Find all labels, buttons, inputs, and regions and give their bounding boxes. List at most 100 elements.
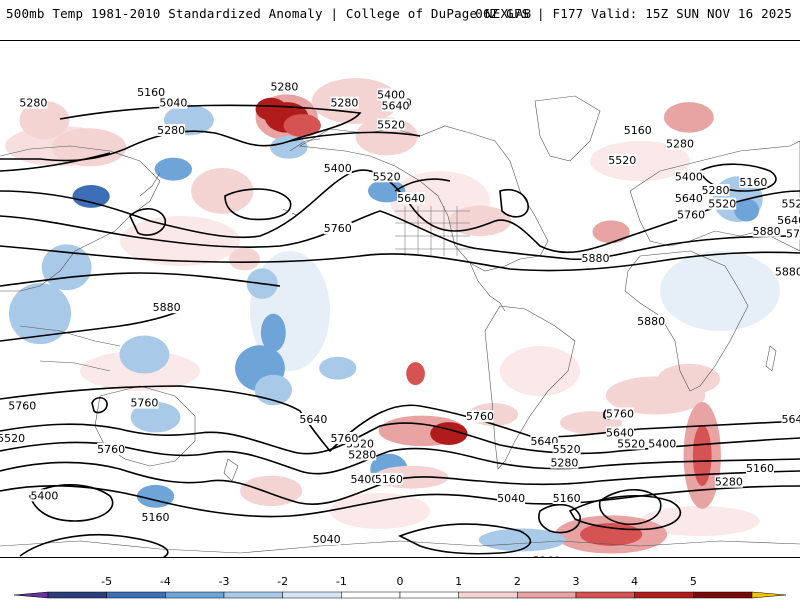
contour-label-bg bbox=[270, 80, 299, 93]
contour-label-bg bbox=[637, 314, 666, 327]
contour-label: 5520 bbox=[708, 198, 736, 211]
contour-label: 5880 bbox=[753, 225, 781, 238]
contour-low-south-pacific bbox=[29, 483, 114, 522]
colorbar-tick-label: -1 bbox=[336, 575, 347, 588]
contour-label: 5640 bbox=[397, 192, 425, 205]
contour-label: 5760 bbox=[130, 397, 158, 410]
contour-label: 5400 bbox=[324, 162, 352, 175]
colorbar-box-3 bbox=[223, 591, 283, 599]
contour-label: 5280 bbox=[270, 80, 298, 93]
contour-label-bg bbox=[781, 412, 800, 425]
contour-label: 5400 bbox=[30, 489, 58, 502]
contour-label-bg bbox=[30, 489, 59, 502]
contour-label: 5880 bbox=[153, 301, 181, 314]
contour-label: 5400 bbox=[675, 170, 703, 183]
contour-5040-south bbox=[398, 523, 532, 555]
contour-label-bg bbox=[372, 170, 401, 183]
anomaly-patch-2 bbox=[255, 97, 287, 121]
contour-5280-arctic bbox=[289, 131, 421, 142]
contour-label-bg bbox=[623, 123, 652, 136]
contour-low-asia bbox=[129, 208, 166, 236]
contour-label-bg bbox=[674, 170, 703, 183]
colorbar-box-0 bbox=[47, 591, 107, 599]
colorbar-box-6 bbox=[399, 591, 459, 599]
contour-low-atlantic bbox=[499, 189, 529, 218]
contour-label: 5880 bbox=[775, 266, 800, 279]
contour-label-bg bbox=[323, 162, 352, 175]
contour-label-bg bbox=[0, 432, 26, 445]
contour-label: 5520 bbox=[617, 437, 645, 450]
contour-label-bg bbox=[141, 511, 170, 524]
contour-label: 5400 bbox=[350, 473, 378, 486]
colorbar-tick-label: -2 bbox=[277, 575, 288, 588]
contour-label: 5640 bbox=[530, 435, 558, 448]
contour-label: 5160 bbox=[553, 492, 581, 505]
contour-label-bg bbox=[312, 532, 341, 545]
contour-label: 5880 bbox=[582, 252, 610, 265]
coast-south-america bbox=[484, 305, 576, 470]
contour-label-bg bbox=[714, 475, 743, 488]
anomaly-patch-30 bbox=[734, 198, 760, 222]
contour-label-bg bbox=[532, 554, 561, 557]
contour-label-bg bbox=[97, 442, 126, 455]
contour-label-bg bbox=[19, 96, 48, 109]
colorbar-boxes bbox=[13, 591, 787, 599]
coast-australia bbox=[94, 385, 196, 467]
contour-circle-1 bbox=[91, 396, 108, 414]
contour-label: 5640 bbox=[606, 427, 634, 440]
contour-5400-hudson bbox=[394, 178, 451, 192]
contour-label: 5640 bbox=[675, 192, 703, 205]
contour-label-bg bbox=[774, 265, 800, 278]
contour-label-bg bbox=[466, 410, 494, 423]
contour-label: 5520 bbox=[0, 432, 25, 445]
colorbar-box-9 bbox=[575, 591, 635, 599]
contour-label-bg bbox=[330, 432, 359, 445]
contour-label-bg bbox=[786, 227, 800, 240]
anomaly-patch-8 bbox=[191, 168, 254, 214]
contour-label: 5640 bbox=[777, 214, 800, 227]
contour-label: 5880 bbox=[637, 315, 665, 328]
map-panel[interactable]: 5280528052805280516050405280516052805520… bbox=[0, 40, 800, 558]
anomaly-patch-37 bbox=[8, 283, 72, 345]
contour-label-bg bbox=[350, 472, 379, 485]
anomaly-patch-32 bbox=[154, 157, 192, 181]
contour-label: 5040 bbox=[497, 492, 525, 505]
contour-label: 5520 bbox=[553, 443, 581, 456]
model-valid-time: 06Z GFS | F177 Valid: 15Z SUN NOV 16 202… bbox=[475, 6, 792, 21]
contour-label: 5280 bbox=[666, 138, 694, 151]
anomaly-background-7 bbox=[590, 141, 690, 181]
coast-central-america bbox=[469, 262, 506, 312]
coast-antarctica bbox=[0, 540, 800, 554]
contour-label-bg bbox=[781, 197, 800, 210]
anomaly-patch-43 bbox=[478, 528, 566, 552]
anomaly-patch-22 bbox=[657, 363, 721, 395]
contour-label-bg bbox=[397, 192, 426, 205]
coast-maritime-continent bbox=[19, 325, 121, 372]
contour-label-bg bbox=[752, 224, 781, 237]
anomaly-patch-34 bbox=[51, 128, 127, 167]
contour-label-bg bbox=[152, 301, 181, 314]
colorbar-tick-label: 1 bbox=[455, 575, 462, 588]
contour-label-bg bbox=[617, 437, 646, 450]
colorbar-tick-label: -5 bbox=[101, 575, 112, 588]
contour-low-s-atl bbox=[538, 503, 581, 534]
contour-label-bg bbox=[552, 492, 581, 505]
contour-label: 5520 bbox=[373, 170, 401, 183]
contour-5880-north bbox=[0, 272, 281, 287]
contour-label-bg bbox=[530, 434, 559, 447]
contour-5880-south bbox=[0, 310, 181, 342]
contour-label: 5280 bbox=[330, 97, 358, 110]
map-canvas[interactable]: 5280528052805280516050405280516052805520… bbox=[0, 41, 800, 558]
anomaly-patch-44 bbox=[130, 401, 181, 433]
colorbar-tick-label: 0 bbox=[397, 575, 404, 588]
colorbar-box-10 bbox=[634, 591, 694, 599]
contour-label: 5640 bbox=[382, 99, 410, 112]
anomaly-patch-9 bbox=[228, 247, 260, 271]
contour-label-bg bbox=[677, 208, 706, 221]
contour-low-pacific bbox=[224, 188, 292, 221]
anomaly-patch-39 bbox=[119, 335, 170, 374]
us-state-grid bbox=[395, 206, 470, 256]
contour-5400-south bbox=[0, 461, 800, 505]
contour-label: 5040 bbox=[159, 97, 187, 110]
anomaly-patch-27 bbox=[664, 102, 714, 133]
